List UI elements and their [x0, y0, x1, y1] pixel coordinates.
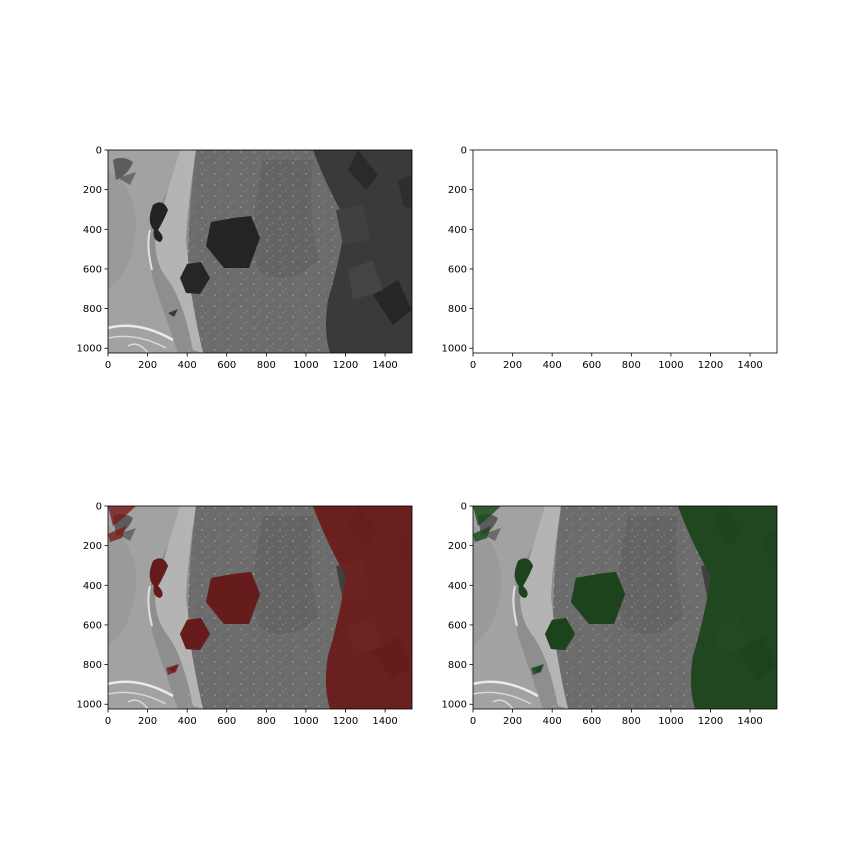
- x-tick-label: 1000: [658, 716, 683, 727]
- y-tick-label: 600: [83, 620, 102, 631]
- x-tick-label: 1400: [737, 716, 762, 727]
- masked-background: [473, 150, 777, 353]
- x-tick-label: 800: [622, 716, 641, 727]
- x-tick-label: 400: [543, 360, 562, 371]
- y-tick-label: 400: [448, 581, 467, 592]
- y-tick-label: 0: [96, 502, 102, 513]
- panel-overlay-red: 0 200 400 600 800 1000 1200 1400 0 200 400 600 800 1…: [77, 502, 412, 728]
- x-tick-label: 1400: [737, 360, 762, 371]
- y-tick-label: 800: [448, 304, 467, 315]
- x-tick-label: 800: [257, 360, 276, 371]
- x-tick-label: 400: [178, 716, 197, 727]
- y-tick-label: 200: [448, 185, 467, 196]
- y-tick-label: 800: [83, 304, 102, 315]
- y-tick-label: 1000: [442, 344, 467, 355]
- micrograph-image: [108, 150, 412, 353]
- x-tick-label: 600: [582, 716, 601, 727]
- x-tick-label: 0: [105, 360, 111, 371]
- x-tick-label: 800: [257, 716, 276, 727]
- x-tick-label: 1000: [293, 360, 318, 371]
- y-axis: 0 200 400 600 800 1000: [77, 146, 108, 355]
- y-tick-label: 400: [83, 581, 102, 592]
- y-axis: 0 200 400 600 800 1000: [442, 502, 473, 711]
- x-tick-label: 0: [105, 716, 111, 727]
- y-tick-label: 600: [83, 264, 102, 275]
- x-tick-label: 600: [217, 360, 236, 371]
- panel-original: 0 200 400 600 800 1000 1200 1400 0 200 400 600 800 1…: [77, 146, 412, 372]
- y-axis: 0 200 400 600 800 1000: [442, 146, 473, 355]
- y-tick-label: 800: [83, 660, 102, 671]
- x-axis: 0 200 400 600 800 1000 1200 1400: [470, 353, 763, 371]
- y-tick-label: 1000: [77, 700, 102, 711]
- x-tick-label: 1200: [698, 716, 723, 727]
- x-tick-label: 1400: [372, 360, 397, 371]
- x-tick-label: 200: [503, 716, 522, 727]
- x-tick-label: 0: [470, 360, 476, 371]
- x-tick-label: 0: [470, 716, 476, 727]
- y-tick-label: 600: [448, 264, 467, 275]
- x-tick-label: 200: [138, 360, 157, 371]
- x-tick-label: 600: [582, 360, 601, 371]
- x-tick-label: 200: [138, 716, 157, 727]
- y-tick-label: 1000: [442, 700, 467, 711]
- y-tick-label: 200: [448, 541, 467, 552]
- x-tick-label: 1200: [333, 716, 358, 727]
- y-tick-label: 0: [96, 146, 102, 157]
- x-tick-label: 1200: [333, 360, 358, 371]
- y-tick-label: 400: [448, 225, 467, 236]
- y-tick-label: 0: [461, 502, 467, 513]
- y-tick-label: 800: [448, 660, 467, 671]
- y-tick-label: 0: [461, 146, 467, 157]
- x-tick-label: 1000: [658, 360, 683, 371]
- x-axis: 0 200 400 600 800 1000 1200 1400: [105, 709, 398, 727]
- y-tick-label: 400: [83, 225, 102, 236]
- x-tick-label: 600: [217, 716, 236, 727]
- x-tick-label: 1200: [698, 360, 723, 371]
- y-tick-label: 1000: [77, 344, 102, 355]
- y-tick-label: 200: [83, 541, 102, 552]
- x-tick-label: 1000: [293, 716, 318, 727]
- y-axis: 0 200 400 600 800 1000: [77, 502, 108, 711]
- x-tick-label: 200: [503, 360, 522, 371]
- x-axis: 0 200 400 600 800 1000 1200 1400: [105, 353, 398, 371]
- x-tick-label: 400: [178, 360, 197, 371]
- x-tick-label: 1400: [372, 716, 397, 727]
- x-tick-label: 400: [543, 716, 562, 727]
- x-tick-label: 800: [622, 360, 641, 371]
- y-tick-label: 600: [448, 620, 467, 631]
- panel-overlay-green: 0 200 400 600 800 1000 1200 1400 0 200 400 600 800 1…: [442, 502, 777, 728]
- x-axis: 0 200 400 600 800 1000 1200 1400: [470, 709, 763, 727]
- y-tick-label: 200: [83, 185, 102, 196]
- panel-masked: 0 200 400 600 800 1000 1200 1400 0 200 400 600 800 1…: [442, 146, 777, 372]
